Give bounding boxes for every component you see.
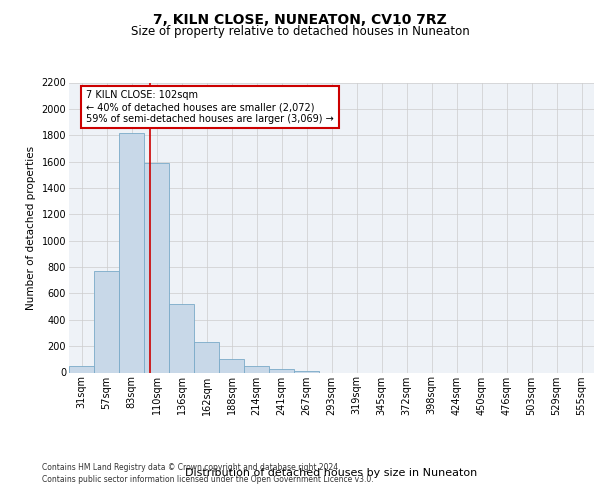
Text: Contains HM Land Registry data © Crown copyright and database right 2024.: Contains HM Land Registry data © Crown c… bbox=[42, 464, 341, 472]
Bar bbox=[119, 132, 144, 372]
Bar bbox=[69, 366, 94, 372]
Bar bbox=[294, 370, 319, 372]
Bar bbox=[144, 163, 169, 372]
Text: 7, KILN CLOSE, NUNEATON, CV10 7RZ: 7, KILN CLOSE, NUNEATON, CV10 7RZ bbox=[153, 12, 447, 26]
Bar bbox=[269, 368, 294, 372]
X-axis label: Distribution of detached houses by size in Nuneaton: Distribution of detached houses by size … bbox=[185, 468, 478, 477]
Bar bbox=[94, 271, 119, 372]
Text: 7 KILN CLOSE: 102sqm
← 40% of detached houses are smaller (2,072)
59% of semi-de: 7 KILN CLOSE: 102sqm ← 40% of detached h… bbox=[86, 90, 334, 124]
Bar bbox=[219, 358, 244, 372]
Y-axis label: Number of detached properties: Number of detached properties bbox=[26, 146, 36, 310]
Text: Contains public sector information licensed under the Open Government Licence v3: Contains public sector information licen… bbox=[42, 475, 374, 484]
Text: Size of property relative to detached houses in Nuneaton: Size of property relative to detached ho… bbox=[131, 25, 469, 38]
Bar bbox=[244, 366, 269, 372]
Bar bbox=[169, 304, 194, 372]
Bar bbox=[194, 342, 219, 372]
